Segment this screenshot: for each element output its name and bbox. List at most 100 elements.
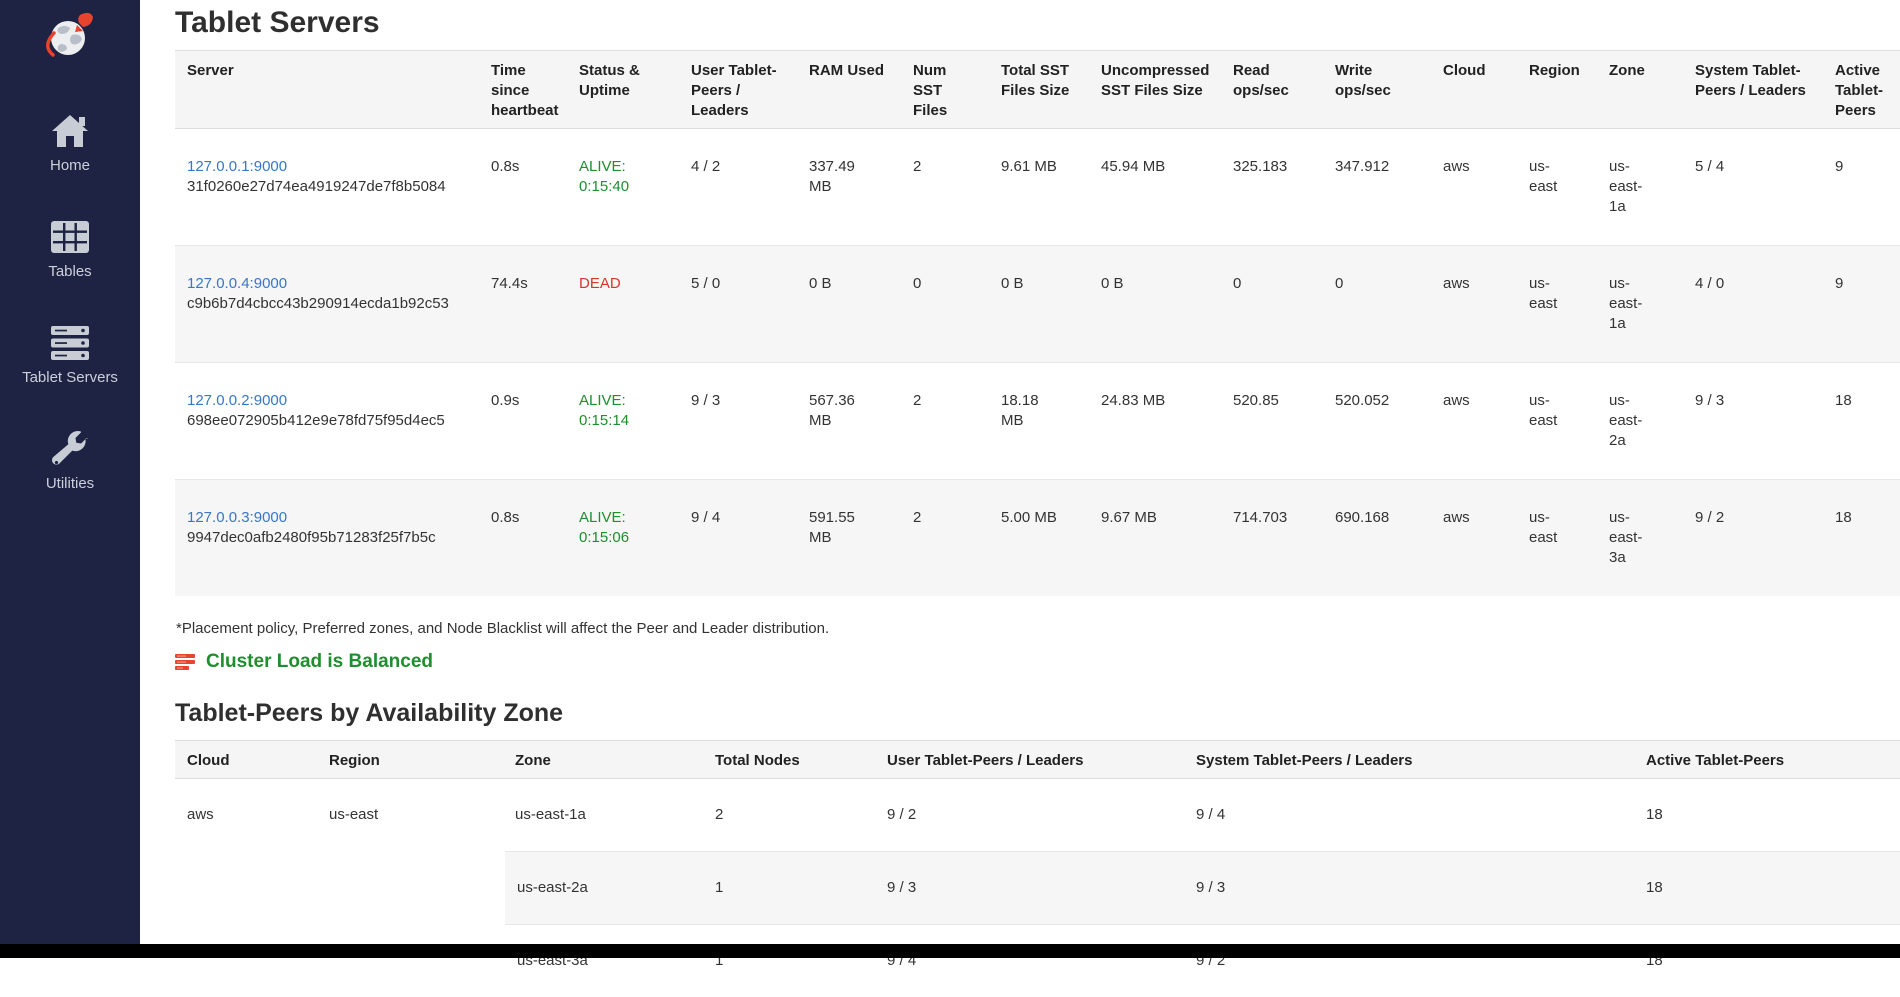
status-cell: ALIVE:0:15:06 <box>569 480 681 597</box>
servers-table-header-row: ServerTime since heartbeatStatus & Uptim… <box>175 51 1900 129</box>
server-link[interactable]: 127.0.0.3:9000 <box>187 509 287 526</box>
status-cell: ALIVE:0:15:40 <box>569 129 681 246</box>
page-title: Tablet Servers <box>175 6 1900 40</box>
column-header: Active Tablet-Peers <box>1825 51 1900 129</box>
sidebar-item-home[interactable]: Home <box>50 112 90 174</box>
write-ops-cell: 0 <box>1325 246 1433 363</box>
cloud-cell: aws <box>1433 480 1519 597</box>
uptime-label: 0:15:14 <box>579 411 655 431</box>
uncompressed-sst-cell: 45.94 MB <box>1091 129 1223 246</box>
tables-icon <box>50 218 90 256</box>
column-header: Status & Uptime <box>569 51 681 129</box>
tablet-servers-icon <box>50 324 90 362</box>
uncompressed-sst-cell: 24.83 MB <box>1091 363 1223 480</box>
column-header: Region <box>1519 51 1599 129</box>
system-peers-cell: 4 / 0 <box>1685 246 1825 363</box>
user-peers-cell: 9 / 4 <box>681 480 799 597</box>
az-table-body: awsus-eastus-east-1a29 / 29 / 418us-east… <box>175 779 1900 997</box>
total-sst-cell: 9.61 MB <box>991 129 1091 246</box>
ram-cell: 0 B <box>799 246 903 363</box>
uncompressed-sst-cell: 0 B <box>1091 246 1223 363</box>
server-cell: 127.0.0.1:9000 31f0260e27d74ea4919247de7f… <box>175 129 481 246</box>
heartbeat-cell: 0.8s <box>481 480 569 597</box>
read-ops-cell: 325.183 <box>1223 129 1325 246</box>
column-header: Active Tablet-Peers <box>1636 741 1900 779</box>
home-icon <box>50 112 90 150</box>
user-peers-cell: 5 / 0 <box>681 246 799 363</box>
ram-cell: 591.55 MB <box>799 480 903 597</box>
server-link[interactable]: 127.0.0.1:9000 <box>187 158 287 175</box>
server-uuid: 9947dec0afb2480f95b71283f25f7b5c <box>187 528 455 548</box>
status-label: ALIVE: <box>579 157 655 177</box>
total-sst-cell: 0 B <box>991 246 1091 363</box>
server-link[interactable]: 127.0.0.4:9000 <box>187 275 287 292</box>
column-header: Read ops/sec <box>1223 51 1325 129</box>
az-row: awsus-eastus-east-1a29 / 29 / 418 <box>175 779 1900 852</box>
num-sst-cell: 2 <box>903 129 991 246</box>
server-cell: 127.0.0.3:9000 9947dec0afb2480f95b71283f2… <box>175 480 481 597</box>
heartbeat-cell: 0.9s <box>481 363 569 480</box>
yugabyte-globe-rocket-icon[interactable] <box>41 10 99 66</box>
sidebar-item-tables[interactable]: Tables <box>48 218 91 280</box>
sidebar-item-tablet-servers[interactable]: Tablet Servers <box>22 324 118 386</box>
column-header: Cloud <box>175 741 319 779</box>
column-header: Total SST Files Size <box>991 51 1091 129</box>
az-cloud-cell: aws <box>175 779 319 997</box>
region-cell: us-east <box>1519 246 1599 363</box>
active-peers-cell: 9 <box>1825 246 1900 363</box>
cluster-load-status: Cluster Load is Balanced <box>175 651 1900 673</box>
num-sst-cell: 2 <box>903 363 991 480</box>
server-link[interactable]: 127.0.0.2:9000 <box>187 392 287 409</box>
total-sst-cell: 18.18 MB <box>991 363 1091 480</box>
az-system-peers-cell: 9 / 4 <box>1186 779 1636 852</box>
az-table-header-row: CloudRegionZoneTotal NodesUser Tablet-Pe… <box>175 741 1900 779</box>
sidebar-item-label: Utilities <box>46 475 94 492</box>
az-table: CloudRegionZoneTotal NodesUser Tablet-Pe… <box>175 740 1900 997</box>
placement-footnote: *Placement policy, Preferred zones, and … <box>176 620 1900 637</box>
az-system-peers-cell: 9 / 3 <box>1186 852 1636 925</box>
uptime-label: 0:15:06 <box>579 528 655 548</box>
server-cell: 127.0.0.4:9000 c9b6b7d4cbcc43b290914ecda1… <box>175 246 481 363</box>
column-header: Uncompressed SST Files Size <box>1091 51 1223 129</box>
zone-cell: us-east-3a <box>1599 480 1685 597</box>
column-header: Server <box>175 51 481 129</box>
cloud-cell: aws <box>1433 246 1519 363</box>
column-header: System Tablet-Peers / Leaders <box>1186 741 1636 779</box>
server-uuid: c9b6b7d4cbcc43b290914ecda1b92c53 <box>187 294 455 314</box>
tablet-servers-table: ServerTime since heartbeatStatus & Uptim… <box>175 50 1900 596</box>
status-label: ALIVE: <box>579 391 655 411</box>
status-label: ALIVE: <box>579 508 655 528</box>
az-active-peers-cell: 18 <box>1636 925 1900 997</box>
active-peers-cell: 18 <box>1825 363 1900 480</box>
cloud-cell: aws <box>1433 363 1519 480</box>
az-user-peers-cell: 9 / 3 <box>877 852 1186 925</box>
load-balancer-icon <box>175 654 197 671</box>
status-cell: DEAD <box>569 246 681 363</box>
server-uuid: 31f0260e27d74ea4919247de7f8b5084 <box>187 177 455 197</box>
uncompressed-sst-cell: 9.67 MB <box>1091 480 1223 597</box>
zone-cell: us-east-1a <box>1599 129 1685 246</box>
az-system-peers-cell: 9 / 2 <box>1186 925 1636 997</box>
ram-cell: 337.49 MB <box>799 129 903 246</box>
utilities-icon <box>52 430 88 468</box>
heartbeat-cell: 74.4s <box>481 246 569 363</box>
server-cell: 127.0.0.2:9000698ee072905b412e9e78fd75f9… <box>175 363 481 480</box>
sidebar-item-utilities[interactable]: Utilities <box>46 430 94 492</box>
column-header: Total Nodes <box>705 741 877 779</box>
heartbeat-cell: 0.8s <box>481 129 569 246</box>
server-row: 127.0.0.4:9000 c9b6b7d4cbcc43b290914ecda1… <box>175 246 1900 363</box>
server-row: 127.0.0.2:9000698ee072905b412e9e78fd75f9… <box>175 363 1900 480</box>
sidebar-item-label: Tablet Servers <box>22 369 118 386</box>
column-header: Region <box>319 741 505 779</box>
sidebar-item-label: Tables <box>48 263 91 280</box>
column-header: Zone <box>505 741 705 779</box>
uptime-label: 0:15:40 <box>579 177 655 197</box>
write-ops-cell: 520.052 <box>1325 363 1433 480</box>
column-header: Time since heartbeat <box>481 51 569 129</box>
column-header: User Tablet-Peers / Leaders <box>877 741 1186 779</box>
sidebar-item-label: Home <box>50 157 90 174</box>
status-label: DEAD <box>579 274 655 294</box>
server-row: 127.0.0.3:9000 9947dec0afb2480f95b71283f2… <box>175 480 1900 597</box>
total-sst-cell: 5.00 MB <box>991 480 1091 597</box>
write-ops-cell: 690.168 <box>1325 480 1433 597</box>
